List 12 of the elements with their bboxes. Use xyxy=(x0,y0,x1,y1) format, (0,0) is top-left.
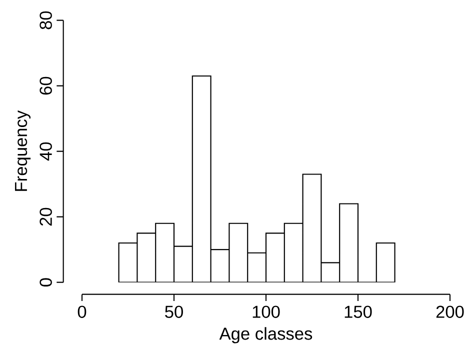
y-tick-label: 0 xyxy=(40,278,52,286)
x-tick-label: 0 xyxy=(78,306,86,318)
y-tick-label: 20 xyxy=(40,208,52,226)
y-axis-title: Frequency xyxy=(15,110,31,191)
x-axis-title: Age classes xyxy=(219,327,312,344)
x-tick-label: 150 xyxy=(344,306,372,318)
x-tick-label: 100 xyxy=(252,306,280,318)
y-tick-label: 80 xyxy=(40,11,52,30)
x-tick-label: 50 xyxy=(165,306,183,318)
y-tick-label: 60 xyxy=(40,76,52,95)
y-tick-label: 40 xyxy=(40,142,52,161)
x-tick-label: 200 xyxy=(436,306,464,318)
